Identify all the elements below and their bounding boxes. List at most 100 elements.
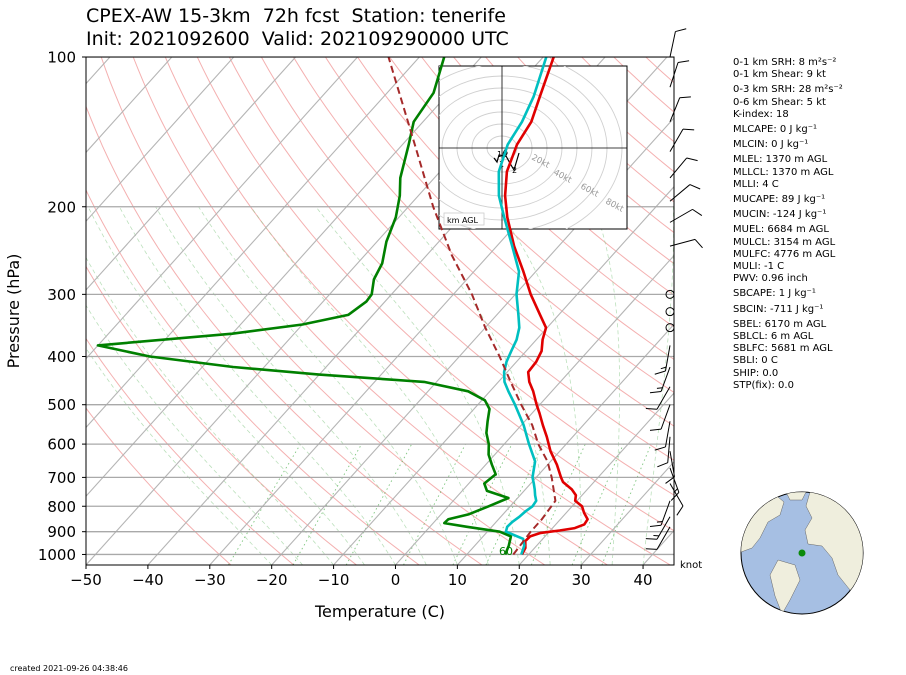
index-23: SHIP: 0.0 bbox=[733, 367, 779, 379]
x-tick-label: 10 bbox=[448, 571, 467, 589]
mixing-ratio-line bbox=[571, 443, 624, 565]
wind-barb-staff bbox=[667, 436, 671, 463]
moist-adiabat bbox=[86, 304, 303, 565]
x-tick-label: −30 bbox=[194, 571, 226, 589]
wind-barb-flag bbox=[694, 239, 703, 249]
wind-barb-flag bbox=[657, 462, 668, 468]
wind-barb-flag bbox=[665, 476, 675, 484]
south-america-land bbox=[769, 559, 801, 614]
dry-adiabat bbox=[228, 57, 674, 496]
index-15: MULI: -1 C bbox=[733, 261, 785, 273]
hodograph-legend-box bbox=[443, 212, 485, 226]
chart-title-line1: CPEX-AW 15-3km 72h fcst Station: tenerif… bbox=[86, 5, 506, 27]
moist-adiabat bbox=[198, 206, 458, 565]
wind-calm-marker bbox=[665, 289, 675, 299]
wind-barb bbox=[665, 289, 675, 299]
y-axis-label: Pressure (hPa) bbox=[4, 254, 23, 369]
station-marker bbox=[798, 549, 806, 557]
wind-barb bbox=[669, 157, 698, 179]
mixing-ratio-line bbox=[530, 443, 586, 565]
temperature-profile bbox=[503, 57, 589, 556]
moist-adiabat bbox=[593, 206, 620, 565]
moist-adiabat bbox=[87, 206, 365, 565]
moist-adiabat bbox=[495, 206, 582, 565]
wind-barb-staff bbox=[669, 157, 688, 179]
hodograph-height-label: 10 bbox=[497, 150, 507, 159]
wind-barb-flag bbox=[682, 128, 695, 131]
wind-barb-flag bbox=[679, 96, 691, 99]
wind-barb-flag bbox=[656, 387, 663, 389]
index-1: 0-1 km Shear: 9 kt bbox=[733, 69, 826, 81]
wind-barb-flag bbox=[660, 366, 667, 370]
mixing-ratio-line bbox=[345, 443, 413, 565]
hodograph-height-label: 2 bbox=[512, 166, 517, 175]
wind-barb-staff bbox=[669, 128, 684, 152]
dry-adiabat bbox=[86, 407, 232, 565]
mixing-ratio-line bbox=[601, 443, 652, 565]
y-tick-label: 100 bbox=[47, 49, 76, 67]
index-22: SBLI: 0 C bbox=[733, 355, 778, 367]
index-8: MLLCL: 1370 m AGL bbox=[733, 166, 834, 178]
wind-barb-flag bbox=[654, 446, 666, 451]
wind-barb-flag bbox=[677, 60, 690, 63]
wind-barb-staff bbox=[669, 31, 676, 58]
wind-barb-staff bbox=[669, 208, 693, 223]
wind-barb bbox=[645, 526, 671, 550]
x-tick-label: 30 bbox=[572, 571, 591, 589]
chart-title-line2: Init: 2021092600 Valid: 202109290000 UTC bbox=[86, 28, 509, 50]
y-tick-label: 200 bbox=[47, 198, 76, 216]
moist-adiabat bbox=[155, 206, 427, 565]
index-4: K-index: 18 bbox=[733, 108, 789, 120]
isotherm bbox=[86, 57, 420, 429]
wind-units-label: knot bbox=[680, 560, 703, 571]
wind-barb-staff bbox=[669, 451, 676, 477]
wind-barb-flag bbox=[649, 428, 662, 431]
ccl-label: 60 bbox=[499, 545, 513, 558]
wind-barb-staff bbox=[669, 467, 680, 493]
x-tick-label: −40 bbox=[132, 571, 164, 589]
wind-barb bbox=[649, 404, 671, 431]
wind-barb-flag bbox=[645, 408, 658, 410]
index-9: MLLI: 4 C bbox=[733, 178, 779, 190]
y-tick-label: 500 bbox=[47, 396, 76, 414]
wind-barb bbox=[665, 307, 675, 317]
wind-barb-staff bbox=[660, 366, 671, 392]
wind-barb-staff bbox=[669, 62, 679, 88]
dry-adiabat bbox=[86, 105, 483, 565]
dry-adiabat bbox=[132, 57, 608, 565]
index-10: MUCAPE: 89 J kg⁻¹ bbox=[733, 194, 826, 206]
index-19: SBEL: 6170 m AGL bbox=[733, 318, 827, 330]
wind-barb-flag bbox=[649, 524, 662, 527]
isotherm bbox=[271, 117, 674, 565]
europe-africa-land bbox=[804, 492, 863, 591]
wind-barb-flag bbox=[686, 157, 698, 162]
dry-adiabat bbox=[549, 57, 674, 173]
isotherm bbox=[580, 461, 674, 565]
wind-barb bbox=[645, 386, 671, 410]
isotherm bbox=[86, 57, 358, 360]
x-axis-label: Temperature (C) bbox=[314, 602, 445, 621]
y-tick-label: 800 bbox=[47, 498, 76, 516]
dry-adiabat bbox=[164, 57, 671, 565]
dry-adiabat bbox=[260, 57, 674, 461]
index-11: MUCIN: -124 J kg⁻¹ bbox=[733, 209, 827, 221]
dewpoint-profile bbox=[96, 57, 513, 555]
moist-adiabat bbox=[86, 347, 272, 565]
wind-barb-flag bbox=[649, 390, 662, 394]
wind-barb-staff bbox=[656, 516, 671, 540]
hodograph-trace bbox=[493, 152, 520, 172]
index-20: SBLCL: 6 m AGL bbox=[733, 331, 814, 343]
wind-barb bbox=[669, 96, 691, 123]
dry-adiabat bbox=[86, 265, 357, 565]
wind-barb bbox=[669, 128, 695, 152]
y-tick-label: 700 bbox=[47, 469, 76, 487]
wind-barb-staff bbox=[660, 500, 671, 526]
wind-barb bbox=[654, 345, 671, 375]
index-13: MULCL: 3154 m AGL bbox=[733, 236, 836, 248]
wind-barb-staff bbox=[669, 184, 691, 202]
moist-adiabat bbox=[642, 206, 674, 565]
wind-barb bbox=[669, 60, 690, 88]
wind-barb-staff bbox=[669, 238, 696, 247]
